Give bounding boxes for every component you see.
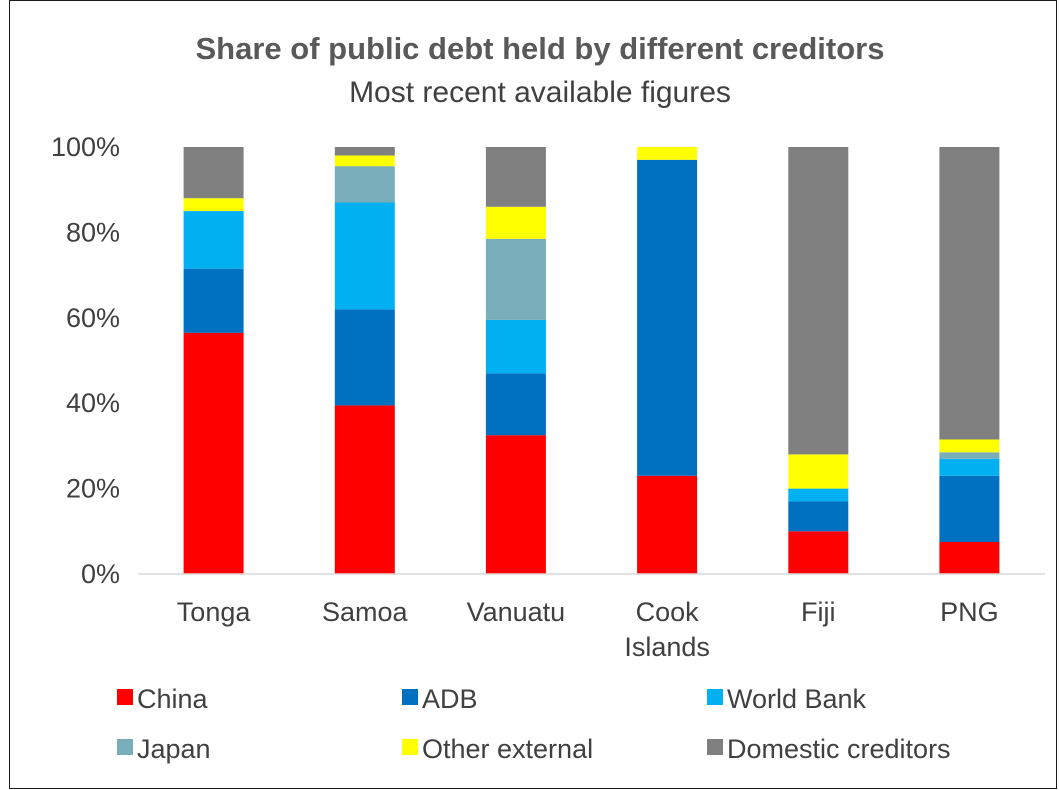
- chart-canvas: Share of public debt held by different c…: [51, 31, 1045, 764]
- legend-swatch: [707, 689, 723, 705]
- y-tick-label: 100%: [51, 132, 120, 162]
- x-tick-label: Islands: [624, 632, 710, 662]
- x-tick-label: Samoa: [322, 597, 409, 627]
- y-axis: 0% 20% 40% 60% 80% 100%: [51, 132, 120, 589]
- bar-segment: [334, 309, 395, 406]
- legend-label: Domestic creditors: [727, 734, 951, 764]
- y-tick-label: 40%: [66, 388, 120, 418]
- legend-swatch: [402, 689, 418, 705]
- bar-segment: [183, 332, 244, 574]
- bar-segment: [485, 435, 546, 574]
- bar-segment: [788, 531, 849, 574]
- legend-label: Other external: [422, 734, 593, 764]
- legend-label: Japan: [137, 734, 211, 764]
- chart-title: Share of public debt held by different c…: [196, 31, 885, 66]
- bar-segment: [334, 166, 395, 203]
- chart-frame: Share of public debt held by different c…: [9, 0, 1057, 789]
- chart-subtitle: Most recent available figures: [349, 76, 731, 109]
- plot-area: [183, 147, 1000, 574]
- legend-swatch: [402, 739, 418, 755]
- bar-segment: [183, 147, 244, 199]
- bar-segment: [939, 475, 1000, 542]
- bar-segment: [939, 458, 1000, 476]
- x-tick-label: Vanuatu: [467, 597, 566, 627]
- y-tick-label: 0%: [81, 559, 120, 589]
- bar-segment: [183, 211, 244, 269]
- y-tick-label: 20%: [66, 474, 120, 504]
- bar-segment: [939, 452, 1000, 459]
- bar-segment: [334, 147, 395, 156]
- legend: China ADB World Bank Japan Other external Dom…: [117, 684, 951, 764]
- legend-swatch: [707, 739, 723, 755]
- bar-segment: [334, 155, 395, 167]
- legend-label: China: [137, 684, 209, 714]
- bar-segment: [334, 405, 395, 574]
- bar-segment: [183, 268, 244, 333]
- legend-swatch: [117, 689, 133, 705]
- bar-segment: [637, 159, 698, 476]
- bar-segment: [788, 501, 849, 532]
- bar-segment: [637, 147, 698, 160]
- x-tick-label: Fiji: [801, 597, 836, 627]
- bar-segment: [485, 147, 546, 207]
- x-tick-label: Tonga: [177, 597, 252, 627]
- legend-swatch: [117, 739, 133, 755]
- x-tick-label: Cook: [636, 597, 700, 627]
- bar-segment: [788, 454, 849, 489]
- bar-segment: [637, 475, 698, 574]
- bar-segment: [485, 319, 546, 374]
- bar-segment: [183, 198, 244, 211]
- bar-segment: [334, 202, 395, 310]
- bar-segment: [485, 238, 546, 320]
- bar-segment: [939, 542, 1000, 574]
- bar-segment: [485, 206, 546, 239]
- legend-label: ADB: [422, 684, 478, 714]
- x-axis: Tonga Samoa Vanuatu Cook Islands Fiji PNG: [177, 597, 999, 662]
- y-tick-label: 60%: [66, 303, 120, 333]
- bar-segment: [939, 147, 1000, 440]
- bar-segment: [939, 439, 1000, 453]
- legend-label: World Bank: [727, 684, 867, 714]
- bar-segment: [788, 147, 849, 455]
- y-tick-label: 80%: [66, 217, 120, 247]
- x-tick-label: PNG: [940, 597, 999, 627]
- bar-segment: [485, 373, 546, 436]
- bar-segment: [788, 488, 849, 502]
